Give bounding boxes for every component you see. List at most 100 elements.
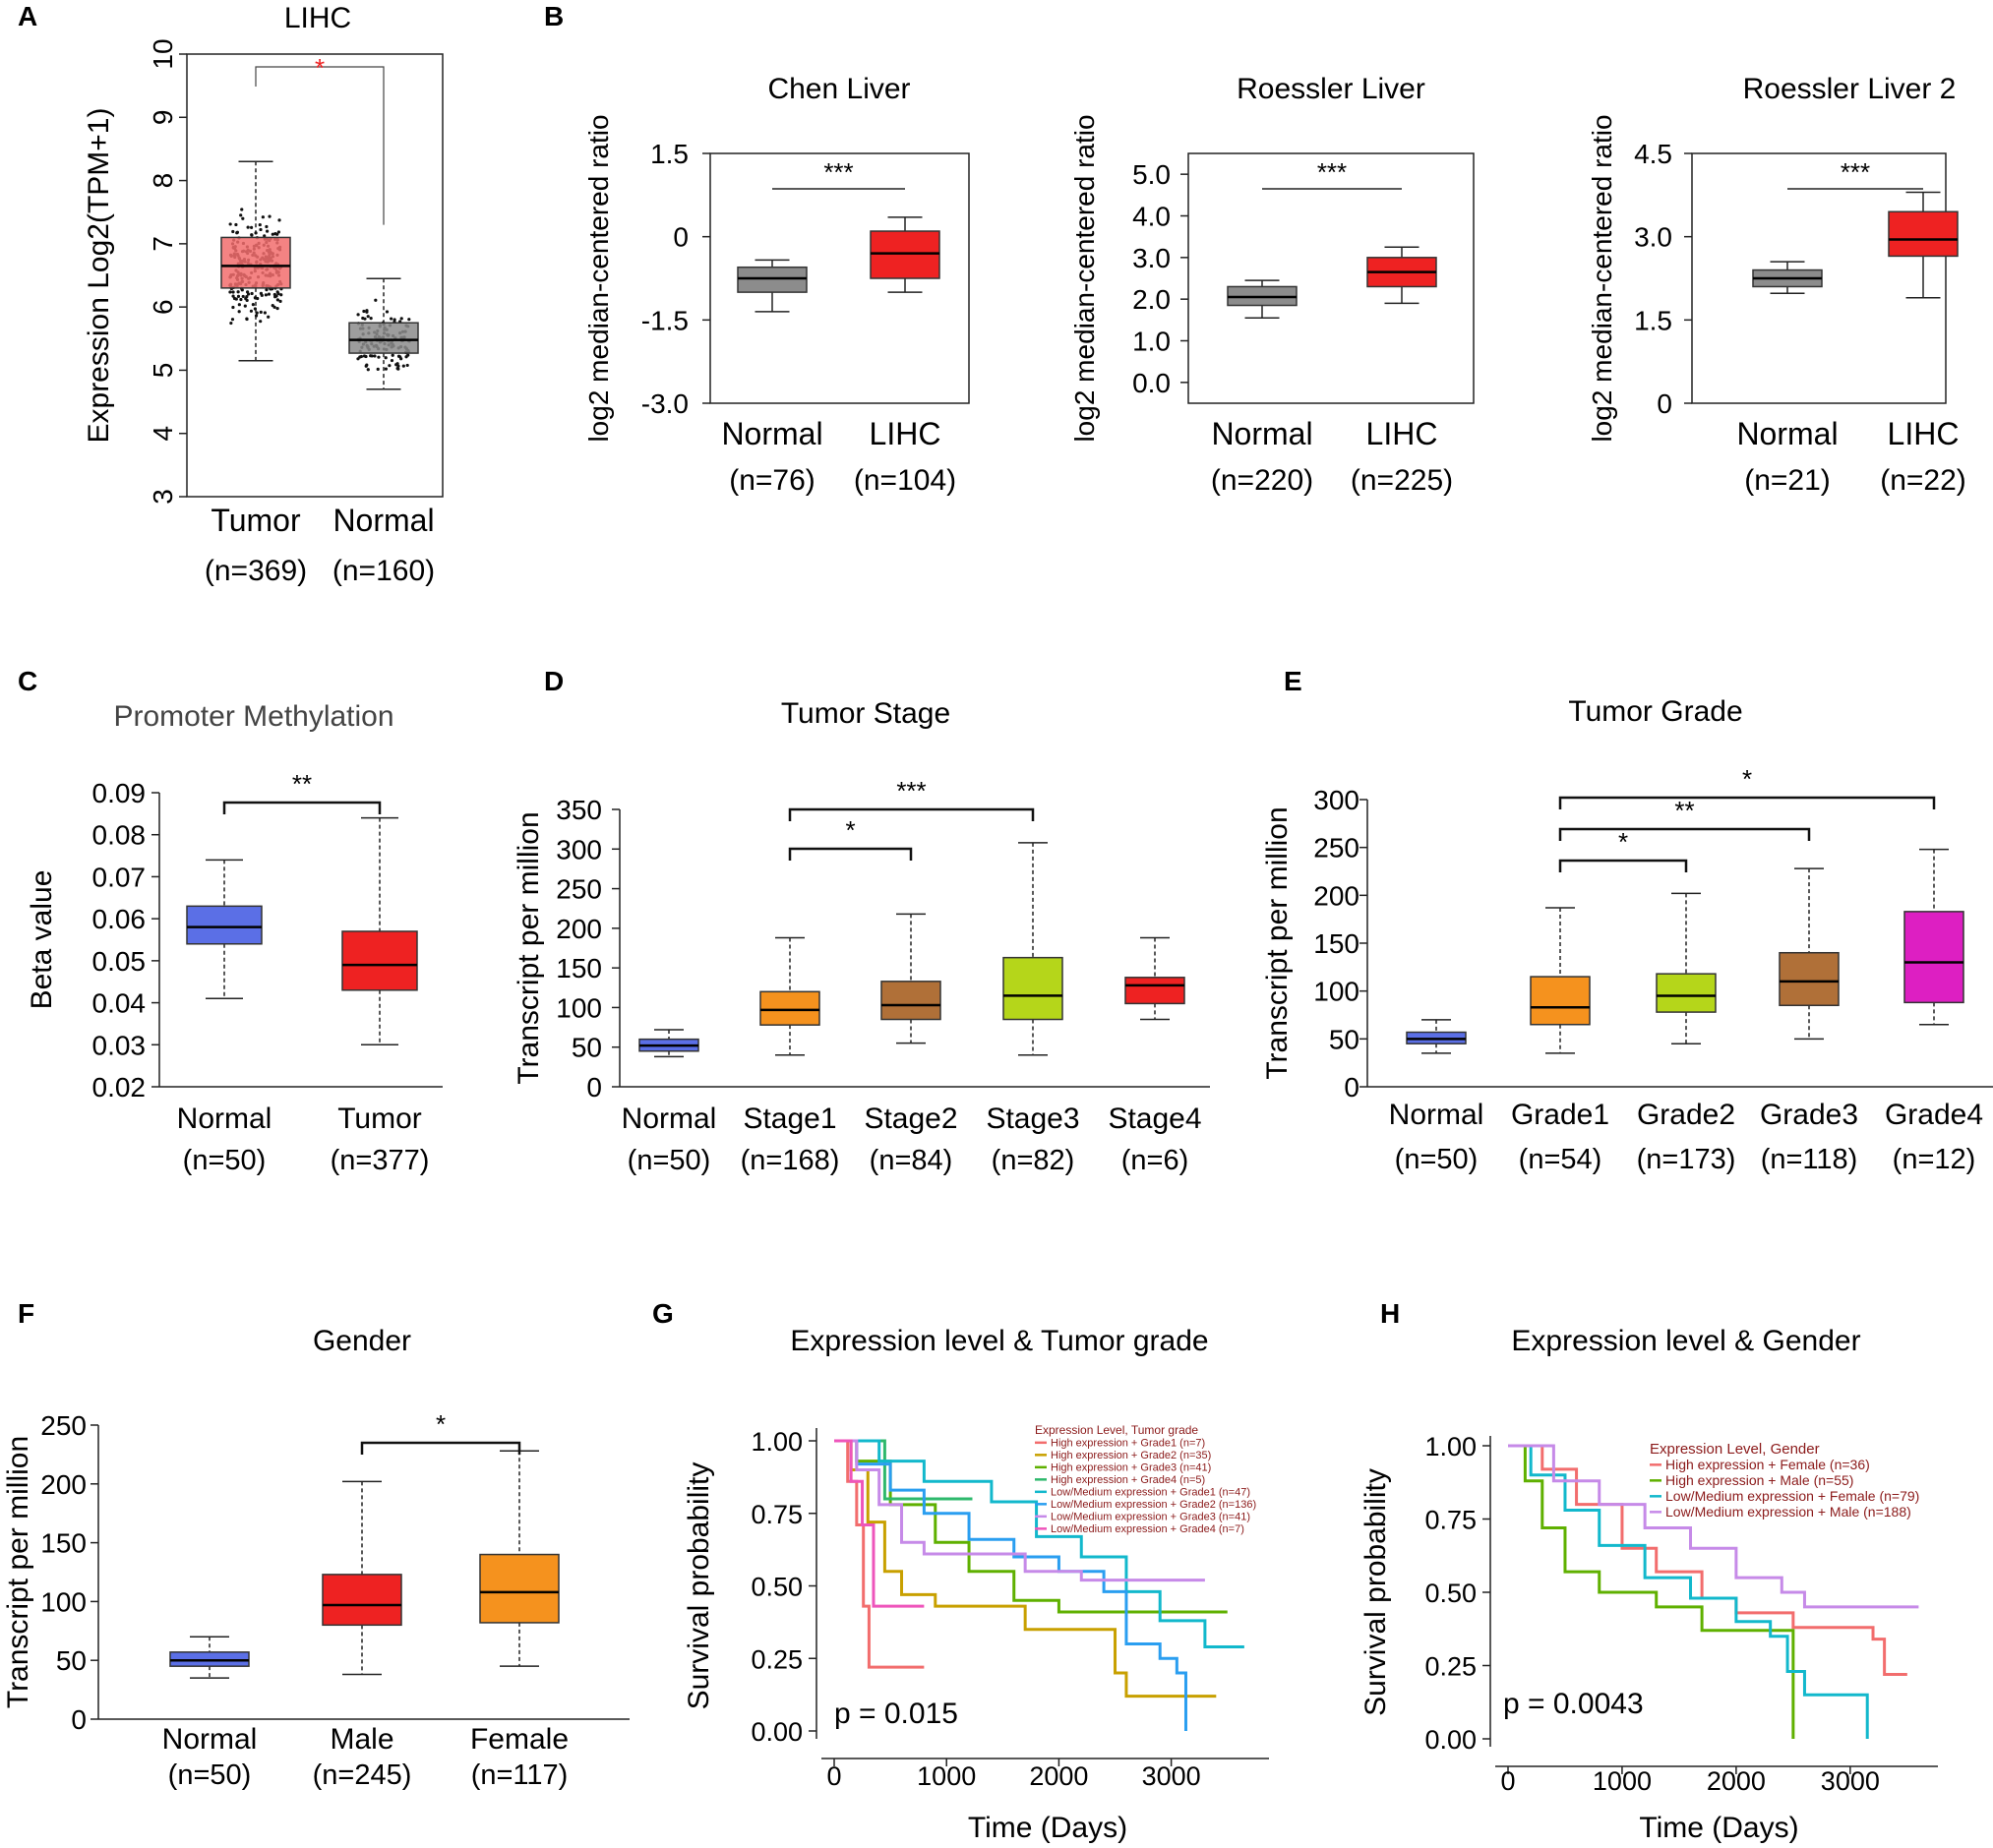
- y-tick-label: 5.0: [1132, 159, 1171, 190]
- y-axis-label: log2 median-centered ratio: [583, 114, 614, 442]
- jitter-point: [268, 214, 272, 218]
- jitter-point: [237, 303, 241, 307]
- jitter-point: [362, 309, 366, 314]
- y-axis-label: Transcript per million: [2, 1436, 34, 1708]
- y-tick-label: 0.09: [92, 778, 147, 808]
- panel-letter: E: [1284, 666, 1302, 696]
- category-label: Grade2: [1637, 1099, 1735, 1131]
- jitter-point: [385, 310, 390, 314]
- jitter-point: [273, 295, 277, 299]
- y-tick-label: 0: [673, 222, 689, 253]
- jitter-point: [260, 293, 264, 297]
- jitter-point: [259, 227, 263, 232]
- y-axis-label: Expression Log2(TPM+1): [83, 108, 115, 444]
- sample-count-label: (n=168): [741, 1145, 840, 1176]
- significance-label: *: [845, 815, 855, 845]
- panel-letter: D: [544, 666, 564, 696]
- p-value-label: p = 0.0043: [1503, 1688, 1644, 1720]
- y-tick-label: 0.00: [1424, 1725, 1477, 1755]
- p-value-label: p = 0.015: [834, 1698, 958, 1730]
- category-label: Stage1: [743, 1103, 836, 1135]
- y-tick-label: 250: [556, 874, 602, 905]
- jitter-point: [254, 314, 259, 318]
- y-tick-label: 1.5: [650, 139, 689, 169]
- box-iqr: [1002, 956, 1063, 1021]
- legend-entry: Low/Medium expression + Female (n=79): [1665, 1488, 1919, 1504]
- jitter-point: [245, 294, 249, 299]
- category-label: LIHC: [1366, 416, 1438, 451]
- legend-entry: High expression + Grade4 (n=5): [1051, 1474, 1205, 1486]
- x-tick-label: 3000: [1142, 1761, 1201, 1791]
- category-label: Normal: [721, 416, 822, 451]
- y-tick-label: 1.00: [751, 1427, 803, 1457]
- jitter-point: [265, 224, 269, 229]
- sample-count-label: (n=50): [628, 1145, 711, 1176]
- box-iqr: [1888, 210, 1959, 258]
- jitter-point: [266, 229, 270, 233]
- y-tick-label: 0.25: [1424, 1652, 1477, 1682]
- jitter-point: [384, 367, 388, 371]
- category-label: Normal: [177, 1103, 272, 1135]
- jitter-point: [275, 306, 279, 311]
- survival-curve: [1508, 1444, 1869, 1739]
- y-tick-label: 2.0: [1132, 284, 1171, 315]
- jitter-point: [246, 290, 250, 294]
- sample-count-label: (n=84): [870, 1145, 953, 1176]
- plot-frame: [1691, 152, 1947, 404]
- y-axis-label: Transcript per million: [513, 811, 545, 1084]
- significance-label: ***: [1317, 157, 1347, 187]
- jitter-point: [388, 364, 392, 368]
- jitter-point: [276, 230, 281, 234]
- sample-count-label: (n=245): [313, 1759, 412, 1791]
- y-tick-label: 200: [1313, 880, 1359, 911]
- y-tick-label: 3: [148, 489, 178, 505]
- jitter-point: [359, 354, 364, 359]
- category-label: Normal: [1211, 416, 1312, 451]
- box-iqr: [479, 1553, 560, 1624]
- y-tick-label: 250: [1313, 833, 1359, 864]
- y-tick-label: 0.50: [751, 1573, 803, 1602]
- chart-title: Promoter Methylation: [113, 700, 393, 733]
- significance-bracket: [360, 1441, 521, 1455]
- jitter-point: [231, 229, 235, 234]
- y-axis-label: Transcript per million: [1261, 806, 1294, 1079]
- jitter-point: [406, 353, 410, 357]
- y-tick-label: 50: [56, 1645, 87, 1676]
- sample-count-label: (n=50): [183, 1145, 267, 1176]
- jitter-point: [365, 310, 369, 314]
- box-iqr: [880, 981, 941, 1021]
- legend-entry: High expression + Grade3 (n=41): [1051, 1462, 1211, 1474]
- y-tick-label: 0.0: [1132, 368, 1171, 398]
- y-tick-label: 350: [556, 795, 602, 825]
- y-tick-label: 3.0: [1132, 243, 1171, 273]
- category-label: Grade1: [1511, 1099, 1609, 1131]
- jitter-point: [405, 363, 409, 368]
- y-tick-label: 100: [556, 992, 602, 1023]
- jitter-point: [271, 232, 274, 236]
- jitter-point: [239, 297, 243, 302]
- chart-title: Expression level & Gender: [1511, 1325, 1860, 1357]
- survival-curve: [834, 1439, 1187, 1731]
- y-tick-label: 0: [71, 1704, 87, 1735]
- panel-letter: H: [1380, 1298, 1400, 1329]
- legend-entry: Low/Medium expression + Grade2 (n=136): [1051, 1499, 1256, 1511]
- jitter-point: [259, 310, 263, 315]
- legend-entry: Low/Medium expression + Grade1 (n=47): [1051, 1487, 1250, 1499]
- significance-bracket: [1558, 827, 1811, 841]
- y-tick-label: 4: [148, 426, 178, 442]
- significance-bracket: [788, 847, 913, 861]
- x-tick-label: 1000: [917, 1761, 976, 1791]
- y-tick-label: 5: [148, 363, 178, 379]
- y-tick-label: 200: [556, 914, 602, 944]
- sample-count-label: (n=104): [854, 464, 956, 497]
- survival-curve: [834, 1439, 1217, 1699]
- y-tick-label: 0.03: [92, 1030, 147, 1060]
- y-tick-label: 150: [40, 1528, 87, 1559]
- plot-frame: [709, 152, 970, 404]
- jitter-point: [241, 294, 245, 299]
- jitter-point: [384, 356, 388, 360]
- box-iqr: [1903, 911, 1964, 1004]
- survival-curve: [834, 1439, 925, 1608]
- y-tick-label: 0.02: [92, 1072, 147, 1103]
- jitter-point: [255, 311, 259, 315]
